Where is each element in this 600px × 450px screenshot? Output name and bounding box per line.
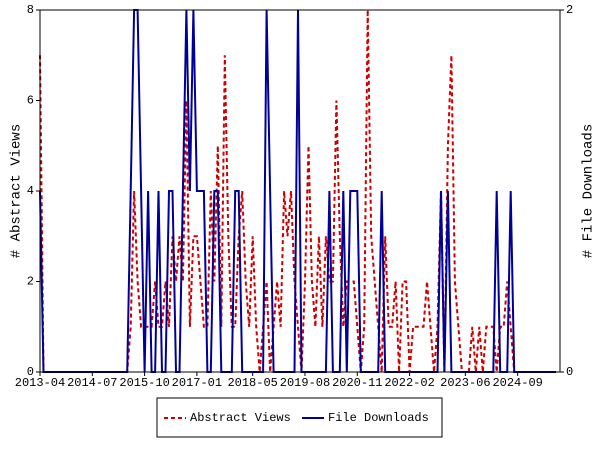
y-tick-label: 0: [27, 365, 34, 379]
x-tick-label: 2015-10: [119, 376, 169, 390]
x-tick-label: 2017-01: [172, 376, 222, 390]
x-tick-label: 2020-11: [332, 376, 382, 390]
plot-frame: [39, 9, 561, 373]
y-axis-label: # Abstract Views: [9, 124, 25, 258]
x-tick-label: 2022-02: [384, 376, 434, 390]
legend-box: [156, 397, 443, 438]
y-tick-label: 2: [27, 275, 34, 289]
x-tick-label: 2014-07: [67, 376, 117, 390]
x-tick-label: 2023-06: [440, 376, 490, 390]
y2-tick-label: 2: [566, 3, 573, 17]
x-tick-label: 2024-09: [492, 376, 542, 390]
legend-label: Abstract Views: [190, 411, 291, 425]
x-tick-label: 2019-08: [280, 376, 330, 390]
x-tick-label: 2013-04: [15, 376, 65, 390]
y-tick-label: 4: [27, 184, 34, 198]
legend-label: File Downloads: [328, 411, 429, 425]
y2-axis-label: # File Downloads: [581, 124, 597, 258]
x-tick-label: 2018-05: [227, 376, 277, 390]
y-tick-label: 6: [27, 94, 34, 108]
y-tick-label: 8: [27, 3, 34, 17]
y2-tick-label: 0: [566, 365, 573, 379]
